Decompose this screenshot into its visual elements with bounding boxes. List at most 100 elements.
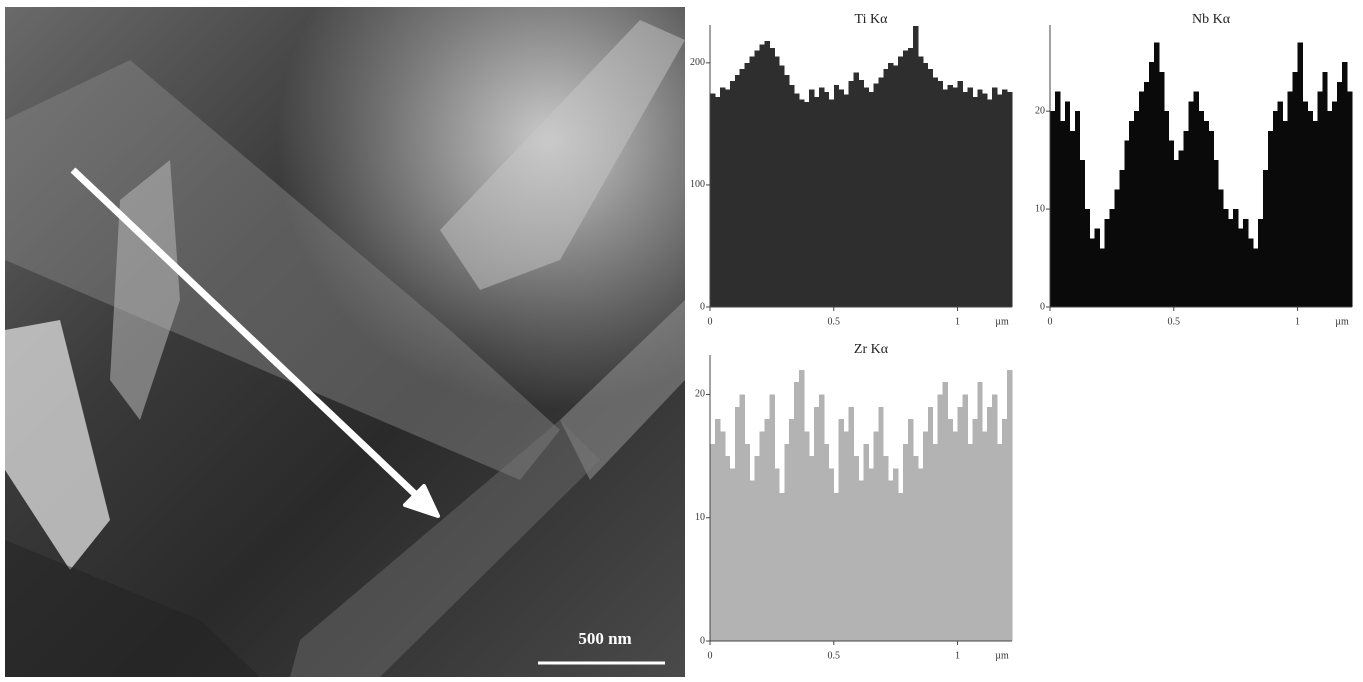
bar — [774, 468, 780, 641]
bar — [794, 93, 800, 307]
bar — [982, 93, 988, 307]
bar — [818, 394, 825, 641]
bar — [1228, 218, 1234, 307]
bar — [729, 468, 736, 641]
bar — [1134, 111, 1140, 308]
bar — [1064, 101, 1071, 307]
bar — [908, 419, 914, 641]
bar — [744, 62, 751, 308]
bar — [992, 394, 998, 641]
scale-bar-label: 500 nm — [578, 629, 631, 648]
bar — [868, 92, 874, 308]
bar — [754, 50, 760, 308]
bar — [739, 68, 746, 307]
bar — [952, 87, 958, 308]
bar — [724, 456, 731, 641]
bar — [937, 81, 944, 307]
bar — [957, 406, 963, 641]
y-tick-label: 20 — [695, 389, 705, 400]
bar — [838, 89, 845, 308]
x-tick-label: 0 — [1048, 316, 1053, 327]
bar — [893, 65, 899, 308]
x-tick-label: 1 — [955, 650, 960, 661]
bar — [1178, 150, 1185, 307]
bar — [1069, 130, 1076, 307]
bar — [1074, 111, 1081, 308]
bar — [997, 443, 1003, 641]
bar — [1347, 91, 1353, 307]
bar — [1292, 72, 1298, 307]
bar — [813, 406, 820, 641]
bar — [1104, 218, 1110, 307]
bar — [1089, 238, 1095, 307]
bar — [1208, 130, 1214, 307]
bar — [1257, 218, 1264, 307]
bar — [1312, 120, 1318, 307]
bar — [833, 84, 840, 308]
bar — [1119, 169, 1125, 307]
bar — [764, 40, 770, 308]
bar — [932, 77, 939, 308]
bar — [848, 406, 854, 641]
bar — [714, 419, 721, 641]
bar — [997, 94, 1003, 308]
bar — [977, 89, 983, 308]
bar — [898, 56, 904, 307]
bar — [1342, 62, 1348, 308]
tem-image: 500 nm — [5, 7, 685, 677]
bar — [922, 431, 929, 641]
bar — [1287, 91, 1293, 307]
bar — [1332, 101, 1338, 307]
bar — [804, 101, 810, 307]
bar — [1050, 111, 1056, 308]
bar — [1307, 111, 1313, 308]
bar — [1007, 369, 1013, 641]
bar — [927, 68, 934, 307]
bar — [1168, 140, 1175, 307]
bar — [917, 468, 924, 641]
bar — [987, 99, 993, 307]
y-tick-label: 0 — [1040, 301, 1045, 312]
bar — [789, 84, 795, 308]
bar — [1183, 130, 1190, 307]
bar — [1193, 91, 1199, 307]
bar — [784, 443, 790, 641]
bar — [754, 456, 760, 641]
x-tick-label: 0.5 — [1168, 316, 1181, 327]
bar — [729, 81, 736, 307]
bar — [917, 56, 924, 307]
bar — [922, 62, 929, 308]
bar — [848, 81, 854, 307]
bar — [977, 382, 983, 641]
bar — [912, 26, 919, 308]
bar — [1079, 160, 1086, 307]
x-tick-label: 0.5 — [828, 316, 841, 327]
bar — [1302, 101, 1308, 307]
bar — [828, 99, 835, 307]
bar — [853, 456, 859, 641]
bar — [1282, 120, 1289, 307]
x-tick-label: 0 — [708, 650, 713, 661]
bar — [759, 44, 765, 307]
bar — [858, 480, 864, 641]
bar — [813, 97, 820, 307]
bar — [1158, 72, 1165, 307]
chart-title: Nb Kα — [1192, 12, 1231, 27]
bar — [724, 89, 731, 308]
bar — [903, 50, 909, 308]
bar — [769, 394, 775, 641]
bar — [1297, 42, 1303, 307]
bar — [823, 443, 830, 641]
chart-title: Ti Kα — [855, 12, 889, 27]
bar — [1114, 189, 1120, 307]
bar — [942, 382, 949, 641]
bar — [1203, 120, 1209, 307]
bar — [710, 93, 716, 307]
bar — [843, 431, 850, 641]
bar — [1272, 111, 1279, 308]
bar — [1144, 81, 1150, 308]
x-tick-label: 1 — [955, 316, 960, 327]
bar — [863, 87, 869, 308]
x-tick-label: 0 — [708, 316, 713, 327]
y-tick-label: 10 — [1035, 203, 1045, 214]
